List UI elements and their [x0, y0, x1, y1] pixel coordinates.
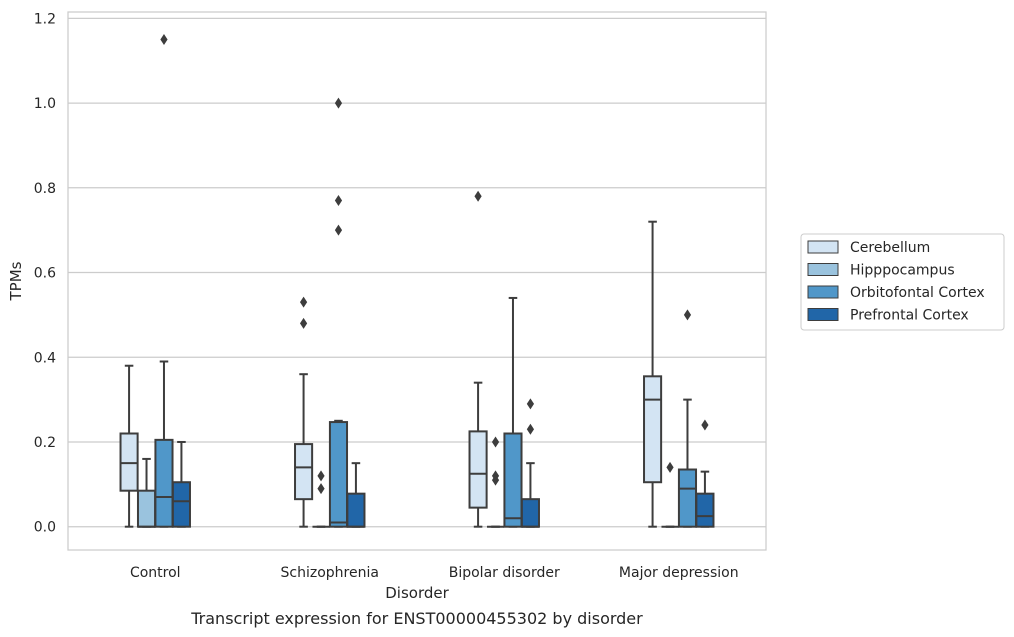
x-tick-label: Control	[130, 565, 181, 581]
outlier-point	[491, 470, 500, 482]
outlier-point	[666, 461, 674, 473]
x-tick-label: Major depression	[619, 565, 739, 581]
legend-swatch	[807, 240, 839, 254]
box	[695, 492, 715, 528]
plot-area-frame	[67, 11, 767, 551]
y-tick-label: 0.6	[34, 266, 56, 282]
y-tick-label: 0.2	[34, 435, 56, 451]
legend-frame	[800, 233, 1005, 331]
box	[677, 468, 698, 528]
legend: Cerebellum Hipppocampus Orbitofontal Corte…	[800, 233, 1005, 331]
box	[294, 443, 314, 501]
outlier-point	[334, 97, 343, 109]
box	[171, 481, 191, 528]
legend-swatch	[807, 263, 839, 276]
category-group-control	[119, 34, 191, 528]
box	[520, 498, 540, 528]
x-tick-labels: Control Schizophrenia Bipolar disorder Majo…	[130, 565, 739, 581]
box-groups	[119, 34, 715, 528]
legend-label: Orbitofontal Cortex	[850, 285, 985, 301]
outlier-point	[526, 398, 535, 410]
y-tick-label: 0.8	[34, 181, 56, 197]
legend-swatch	[807, 285, 839, 299]
legend-swatch	[807, 308, 839, 321]
y-axis-label: TPMs	[7, 261, 25, 301]
box	[643, 375, 663, 484]
y-tick-label: 0.4	[34, 350, 56, 366]
box	[136, 489, 157, 528]
category-group-major-depression	[643, 220, 715, 528]
box	[119, 432, 139, 492]
outlier-point	[317, 483, 325, 495]
box	[346, 492, 366, 528]
outlier-point	[683, 309, 692, 321]
legend-label: Cerebellum	[850, 240, 930, 256]
legend-label: Hipppocampus	[850, 263, 955, 279]
outlier-point	[701, 419, 709, 431]
y-tick-label: 1.0	[34, 96, 56, 112]
outlier-point	[334, 224, 343, 236]
box	[154, 438, 174, 528]
legend-label: Prefrontal Cortex	[850, 308, 969, 324]
outlier-point	[491, 436, 500, 448]
y-tick-labels: 0.0 0.2 0.4 0.6 0.8 1.0 1.2	[34, 11, 56, 535]
x-axis-label: Disorder	[385, 584, 449, 602]
y-tick-label: 0.0	[34, 520, 56, 536]
box	[328, 421, 349, 528]
category-group-schizophrenia	[294, 97, 366, 528]
outlier-point	[299, 317, 308, 329]
outlier-point	[160, 34, 168, 46]
outlier-point	[334, 195, 343, 207]
category-group-bipolar-disorder	[468, 190, 540, 528]
outlier-point	[526, 423, 535, 435]
y-tick-label: 1.2	[34, 11, 56, 27]
box	[503, 432, 523, 528]
outlier-point	[474, 190, 482, 202]
x-tick-label: Schizophrenia	[281, 565, 379, 581]
outlier-point	[317, 470, 325, 482]
x-tick-label: Bipolar disorder	[449, 565, 560, 581]
box	[468, 430, 488, 509]
chart-caption: Transcript expression for ENST0000045530…	[190, 609, 643, 628]
outlier-point	[299, 296, 308, 308]
